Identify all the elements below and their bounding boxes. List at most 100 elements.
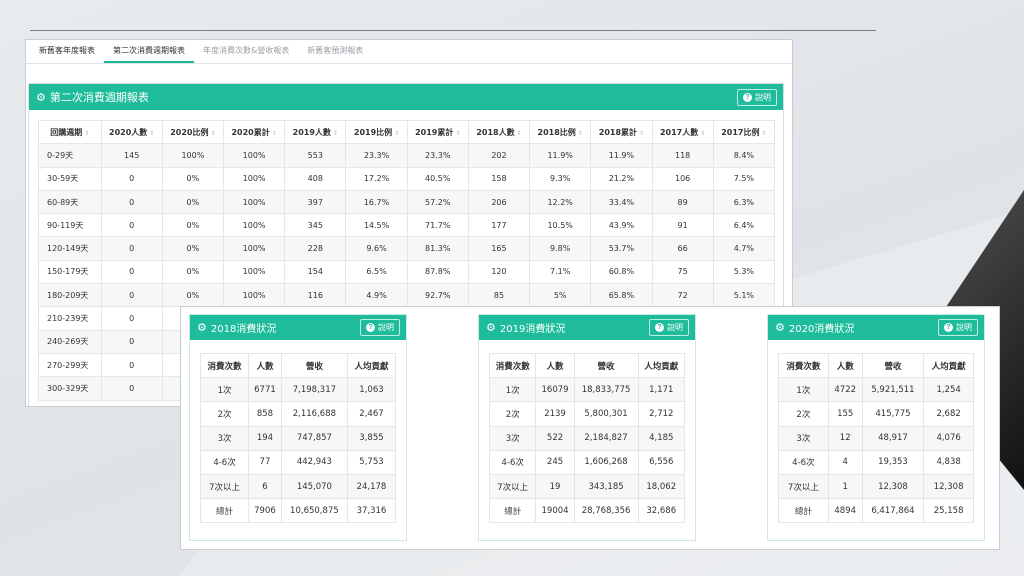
table-cell: 4,838 [923,449,974,475]
table-row: 4-6次 245 1,606,268 6,556 [488,449,686,475]
column-header[interactable]: 2018累計 ⇕ [590,119,653,145]
help-button[interactable]: ? 說明 [737,88,777,106]
table-cell: 6.4% [712,213,776,238]
table-cell: 155 [827,401,863,427]
table-cell: 0% [161,259,224,285]
column-header: 消費次數 [778,352,829,379]
card-title: 2018消費狀況 [210,324,277,335]
table-cell: 37,316 [346,498,397,524]
tab-annual-purchase-revenue[interactable]: 年度消費次數&營收報表 [203,46,290,55]
table-cell: 14.5% [345,213,408,238]
table-cell: 5.3% [712,259,776,285]
tab-second-purchase-cycle[interactable]: 第二次消費週期報表 [104,40,194,63]
table-row: 0-29天 145 100% 100% 553 23.3% 23.3% 202 11.9% 11.… [38,143,776,168]
column-header-label: 2017人數 [659,127,699,137]
table-cell: 0% [161,166,224,191]
tab-customer-forecast[interactable]: 新舊客預測報表 [307,46,364,55]
column-header-label: 2020比例 [170,127,209,137]
table-cell: 48,917 [861,425,925,451]
table-cell: 5% [529,283,592,308]
table-cell: 8.4% [712,143,776,168]
column-header: 人數 [535,352,575,379]
table-cell: 2139 [535,401,575,427]
tab-new-old-customer[interactable]: 新舊客年度報表 [39,46,95,55]
column-header[interactable]: 2020累計 ⇕ [222,119,286,145]
sort-icon: ⇕ [149,129,155,137]
column-header-label: 2018累計 [598,127,638,137]
table-cell: 4-6次 [199,449,250,475]
question-circle-icon: ? [743,92,752,102]
sort-icon: ⇕ [761,129,767,137]
header-row: 消費次數 人數 營收 人均貢獻 [778,352,974,379]
table-cell: 180-209天 [38,283,102,308]
summary-window: ⚙ 2018消費狀況? 說明 消費次數 人數 營收 人均貢獻 1次 6771 7,198,317 1… [180,306,1000,550]
table-cell: 2次 [488,401,537,427]
column-header[interactable]: 2019比例 ⇕ [345,119,408,145]
column-header[interactable]: 回購週期 ⇕ [38,119,102,145]
help-button[interactable]: ? 說明 [938,319,978,336]
sort-icon: ⇕ [394,129,400,137]
column-header-label: 2019累計 [415,127,454,137]
table-cell: 24,178 [346,473,397,500]
table-row: 2次 155 415,775 2,682 [778,401,974,427]
sort-icon: ⇕ [271,129,277,137]
table-cell: 5,800,301 [573,401,639,427]
table-cell: 747,857 [280,425,348,451]
column-header[interactable]: 2020比例 ⇕ [161,119,224,145]
column-header[interactable]: 2020人數 ⇕ [100,119,163,145]
table-cell: 89 [651,189,714,215]
table-cell: 206 [467,189,531,215]
table-cell: 0 [100,352,163,378]
table-cell: 23.3% [345,143,408,168]
column-header[interactable]: 2019累計 ⇕ [406,119,469,145]
table-cell: 7次以上 [488,473,537,500]
table-cell: 65.8% [590,283,653,308]
column-header[interactable]: 2017比例 ⇕ [712,119,776,145]
card-header: ⚙ 2018消費狀況? 說明 [190,315,406,340]
table-cell: 0 [100,236,163,261]
table-cell: 6,417,864 [861,498,925,524]
column-header: 營收 [861,352,925,379]
table-cell: 57.2% [406,189,469,215]
table-cell: 5,921,511 [861,377,925,403]
table-cell: 60.8% [590,259,653,285]
table-cell: 9.6% [345,236,408,261]
table-cell: 32,686 [637,498,686,524]
table-cell: 23.3% [406,143,469,168]
table-cell: 91 [651,213,714,238]
table-cell: 5.1% [712,283,776,308]
table-cell: 3次 [488,425,537,451]
column-header[interactable]: 2018人數 ⇕ [467,119,531,145]
sort-icon: ⇕ [577,129,583,137]
column-header-label: 回購週期 [50,127,83,137]
table-cell: 90-119天 [38,213,102,238]
table-cell: 4.9% [345,283,408,308]
help-button[interactable]: ? 說明 [649,319,689,336]
table-cell: 397 [284,189,347,215]
table-cell: 7.1% [529,259,592,285]
table-cell: 202 [467,143,531,168]
table-row: 4-6次 4 19,353 4,838 [778,449,974,475]
table-row: 90-119天 0 0% 100% 345 14.5% 71.7% 177 10.5% 43.9%… [38,213,776,238]
table-cell: 25,158 [923,498,974,524]
column-header[interactable]: 2018比例 ⇕ [529,119,592,145]
help-button[interactable]: ? 說明 [360,319,400,336]
table-row: 3次 12 48,917 4,076 [778,425,974,451]
table-cell: 4-6次 [778,449,829,475]
table-cell: 7906 [248,498,282,524]
table-cell: 16.7% [345,189,408,215]
table-row: 7次以上 6 145,070 24,178 [199,473,397,500]
column-header[interactable]: 2017人數 ⇕ [651,119,714,145]
table-cell: 4.7% [712,236,776,261]
table-cell: 0 [100,376,163,401]
table-cell: 11.9% [529,143,592,168]
table-cell: 1,063 [346,377,397,403]
table-cell: 53.7% [590,236,653,261]
table-cell: 33.4% [590,189,653,215]
table-cell: 0 [100,189,163,215]
card-title: 2019消費狀況 [499,324,566,335]
column-header[interactable]: 2019人數 ⇕ [284,119,347,145]
table-cell: 2,184,827 [573,425,639,451]
table-cell: 1,171 [637,377,686,403]
summary-card: ⚙ 2019消費狀況? 說明 消費次數 人數 營收 人均貢獻 1次 16079 18,833,77… [478,314,696,541]
